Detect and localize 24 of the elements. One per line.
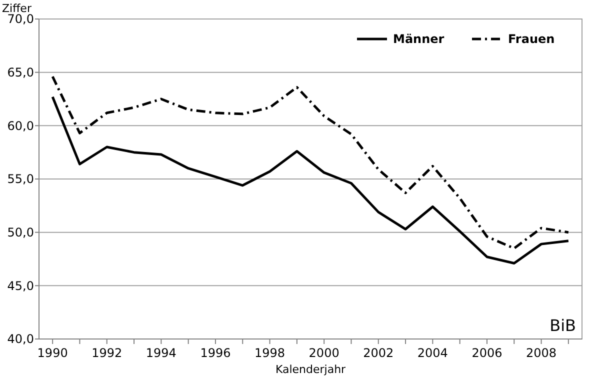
line-series xyxy=(51,96,570,265)
y-tick-label: 50,0 xyxy=(7,226,34,240)
y-tick-label: 40,0 xyxy=(7,332,34,346)
x-tick-label: 2006 xyxy=(472,346,502,360)
x-tick-label: 1994 xyxy=(146,346,176,360)
x-tick-label: 2002 xyxy=(363,346,394,360)
y-tick-label: 60,0 xyxy=(7,118,34,133)
x-tick-label: 1990 xyxy=(37,346,68,360)
y-axis-title: Ziffer xyxy=(2,2,32,15)
y-tick-label: 55,0 xyxy=(7,172,34,186)
y-tick-label: 70,0 xyxy=(7,12,34,26)
x-tick-label: 2000 xyxy=(308,346,340,360)
x-tick-label: 1998 xyxy=(254,346,286,360)
y-tick-label: 45,0 xyxy=(7,278,34,293)
x-axis-title: Kalenderjahr xyxy=(275,363,346,376)
legend-label: Frauen xyxy=(508,32,555,46)
y-tick-label: 65,0 xyxy=(7,66,34,80)
legend-label: Männer xyxy=(393,32,444,46)
x-tick-label: 1996 xyxy=(200,346,231,360)
x-tick-label: 1992 xyxy=(92,346,122,360)
x-tick-label: 2008 xyxy=(526,346,557,360)
line-series xyxy=(51,75,570,250)
annotation: BiB xyxy=(550,316,576,335)
x-tick-label: 2004 xyxy=(417,346,448,360)
